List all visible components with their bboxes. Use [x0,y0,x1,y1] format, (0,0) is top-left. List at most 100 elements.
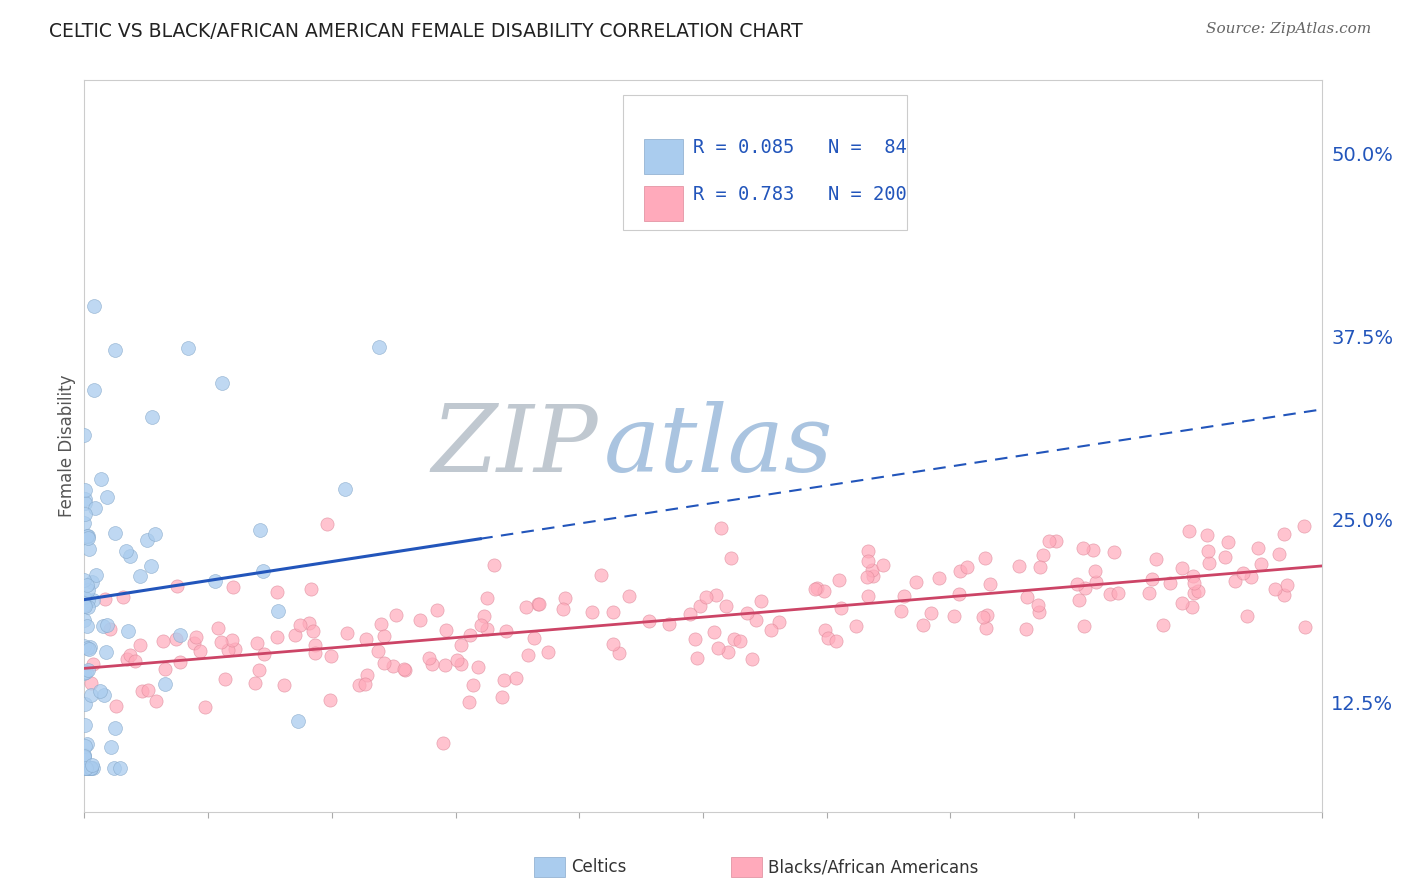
Point [492,673,515,688]
Point [76,640,98,655]
Point [689,599,711,613]
Point [353,677,375,691]
Point [83,501,105,516]
Point [679,607,702,622]
Point [1029,560,1052,574]
Point [183,636,205,650]
Point [717,645,740,659]
Point [526,597,548,611]
Point [458,627,481,641]
Point [491,690,513,704]
Point [267,604,290,618]
Point [529,597,551,611]
Point [589,567,612,582]
Point [73,507,96,521]
Point [82,761,104,775]
Point [75,492,97,507]
Point [470,618,492,632]
Point [394,663,416,677]
Point [1247,541,1270,556]
Point [82,592,104,607]
Point [475,591,498,606]
Text: Celtics: Celtics [571,858,626,876]
Point [90,472,112,486]
Point [872,558,894,572]
Point [537,645,560,659]
Point [73,598,96,612]
Point [83,384,105,398]
Point [1107,586,1129,600]
Point [855,570,877,584]
Point [735,606,758,620]
Point [96,490,118,504]
Point [169,627,191,641]
Point [862,568,884,582]
Point [80,689,103,703]
Point [110,761,132,775]
Point [136,533,159,547]
Point [98,622,121,636]
Point [321,649,343,664]
Point [273,678,295,692]
Point [287,714,309,728]
Point [73,718,96,732]
Point [1198,556,1220,570]
Point [224,642,246,657]
Point [450,657,472,672]
Text: CELTIC VS BLACK/AFRICAN AMERICAN FEMALE DISABILITY CORRELATION CHART: CELTIC VS BLACK/AFRICAN AMERICAN FEMALE … [49,22,803,41]
Point [217,642,239,657]
FancyBboxPatch shape [644,186,683,221]
Point [768,615,790,629]
Point [949,564,972,578]
Point [89,683,111,698]
Point [82,758,104,772]
Point [845,618,868,632]
Point [80,761,103,775]
Point [118,549,141,563]
Point [75,483,97,497]
Point [475,622,498,636]
Point [1066,576,1088,591]
Point [920,606,942,620]
Point [76,582,98,597]
Point [73,747,96,762]
Point [288,618,311,632]
Point [104,343,127,358]
Point [637,614,659,628]
Point [76,593,98,607]
Point [76,529,98,543]
Point [243,676,266,690]
Point [299,582,322,596]
Point [76,529,98,543]
Point [249,523,271,537]
Point [745,614,768,628]
Point [141,409,163,424]
Point [976,621,998,635]
Point [77,542,100,557]
Point [94,645,117,659]
Point [817,631,839,645]
Point [1292,519,1315,533]
Point [1073,541,1095,556]
Point [1182,576,1205,591]
Text: Source: ZipAtlas.com: Source: ZipAtlas.com [1205,22,1371,37]
Point [112,590,135,604]
Point [607,646,630,660]
Point [184,630,207,644]
Point [128,569,150,583]
Point [80,575,103,590]
Point [302,624,325,639]
Point [956,560,979,574]
Point [80,761,103,775]
Point [304,647,326,661]
Text: R = 0.783   N = 200: R = 0.783 N = 200 [693,185,907,204]
Point [1197,527,1219,541]
Point [177,341,200,355]
Point [1083,542,1105,557]
Point [482,558,505,573]
Point [1144,551,1167,566]
Point [749,594,772,608]
Point [707,641,730,656]
Point [928,570,950,584]
Point [463,678,485,692]
